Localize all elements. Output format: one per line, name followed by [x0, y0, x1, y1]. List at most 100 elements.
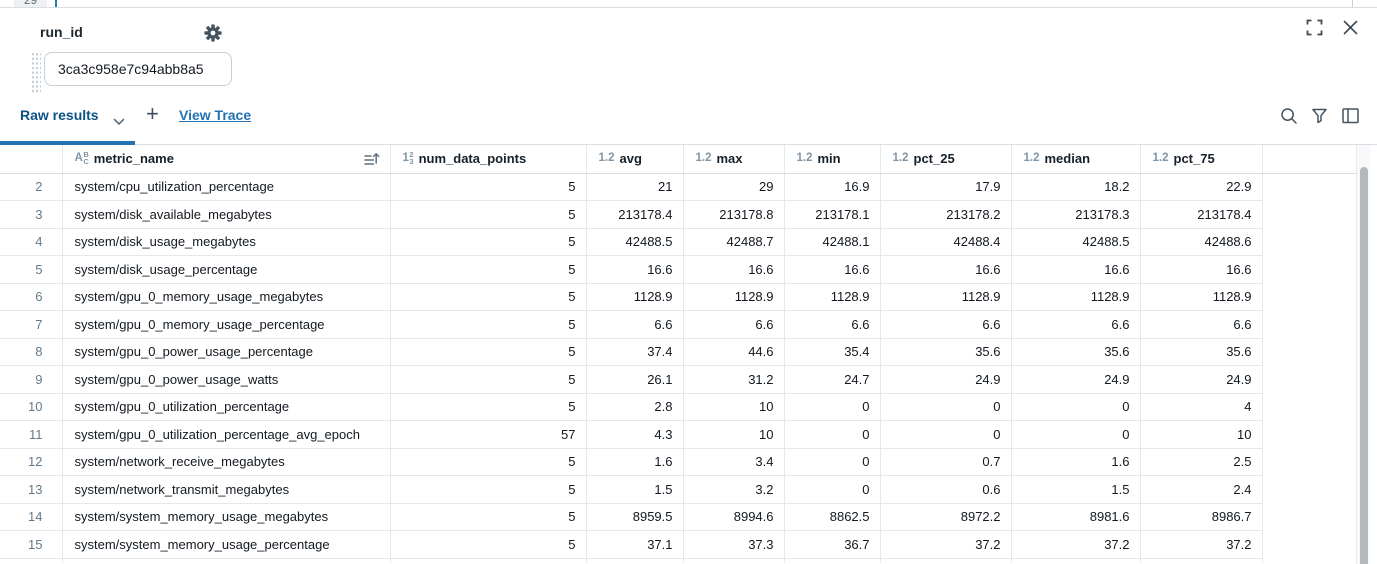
row-number-cell[interactable]: 4 [0, 228, 63, 256]
data-cell[interactable]: 0 [784, 393, 881, 421]
data-cell[interactable]: 1.6 [586, 448, 684, 476]
data-cell[interactable]: system/network_receive_megabytes [62, 448, 391, 476]
data-cell[interactable]: 6.6 [880, 310, 1012, 339]
data-cell[interactable]: 16.6 [1011, 255, 1141, 284]
data-cell[interactable]: 37.4 [586, 338, 684, 366]
data-cell[interactable]: 10 [683, 393, 785, 421]
data-cell[interactable]: 37.2 [1011, 530, 1141, 559]
data-cell[interactable]: 1128.9 [683, 283, 785, 311]
data-cell[interactable]: 8959.5 [586, 503, 684, 531]
data-cell[interactable]: 42488.5 [1011, 228, 1141, 256]
data-cell[interactable]: 5 [390, 283, 587, 311]
data-cell[interactable]: 0 [784, 420, 881, 449]
data-cell[interactable]: system/disk_usage_percentage [62, 255, 391, 284]
row-number-cell[interactable]: 7 [0, 310, 63, 339]
data-cell[interactable]: 0 [880, 420, 1012, 449]
gear-icon[interactable] [204, 24, 222, 42]
data-cell[interactable]: system/disk_usage_megabytes [62, 228, 391, 256]
column-header-pct_75[interactable]: 1.2 pct_75 [1140, 145, 1263, 174]
data-cell[interactable]: 6.6 [683, 310, 785, 339]
data-cell[interactable]: 2.5 [1140, 448, 1263, 476]
data-cell[interactable]: 1128.9 [1140, 283, 1263, 311]
data-cell[interactable]: 16.6 [1140, 255, 1263, 284]
data-cell[interactable]: 16.6 [586, 255, 684, 284]
search-icon[interactable] [1279, 106, 1299, 126]
data-cell[interactable]: 8972.2 [880, 503, 1012, 531]
row-number-cell[interactable]: 3 [0, 200, 63, 229]
data-cell[interactable]: system/disk_available_megabytes [62, 200, 391, 229]
data-cell[interactable]: 24.9 [1011, 365, 1141, 394]
row-number-cell[interactable]: 15 [0, 530, 63, 559]
data-cell[interactable]: 26.1 [586, 365, 684, 394]
data-cell[interactable]: 5 [390, 448, 587, 476]
data-cell[interactable]: 1.5 [586, 475, 684, 504]
data-cell[interactable]: 6.6 [1011, 310, 1141, 339]
data-cell[interactable]: 35.4 [784, 338, 881, 366]
data-cell[interactable]: system/gpu_0_utilization_percentage_avg_… [62, 420, 391, 449]
data-cell[interactable]: 8862.5 [784, 503, 881, 531]
data-cell[interactable]: 213178.8 [683, 200, 785, 229]
data-cell[interactable]: 8981.6 [1011, 503, 1141, 531]
row-number-cell[interactable]: 14 [0, 503, 63, 531]
data-cell[interactable]: 24.9 [880, 365, 1012, 394]
data-cell[interactable]: 42488.5 [586, 228, 684, 256]
data-cell[interactable]: 213178.2 [880, 200, 1012, 229]
data-cell[interactable]: 35.6 [880, 338, 1012, 366]
data-cell[interactable]: 16.6 [880, 255, 1012, 284]
data-cell[interactable]: 42488.1 [784, 228, 881, 256]
data-cell[interactable]: 10 [683, 420, 785, 449]
filter-icon[interactable] [1310, 106, 1330, 126]
data-cell[interactable]: 37.1 [586, 530, 684, 559]
data-cell[interactable]: 0 [880, 393, 1012, 421]
data-cell[interactable]: 0.6 [880, 475, 1012, 504]
column-header-avg[interactable]: 1.2 avg [586, 145, 684, 174]
data-cell[interactable]: 24.9 [1140, 365, 1263, 394]
data-cell[interactable]: 31.2 [683, 365, 785, 394]
data-cell[interactable]: 42488.4 [880, 228, 1012, 256]
data-cell[interactable]: system/gpu_0_utilization_percentage [62, 393, 391, 421]
data-cell[interactable]: 5 [390, 173, 587, 201]
data-cell[interactable]: system/system_memory_usage_percentage [62, 530, 391, 559]
data-cell[interactable]: 35.6 [1140, 338, 1263, 366]
data-cell[interactable]: 2.4 [1140, 475, 1263, 504]
close-icon[interactable] [1340, 18, 1360, 38]
data-cell[interactable]: 8994.6 [683, 503, 785, 531]
column-header-median[interactable]: 1.2 median [1011, 145, 1141, 174]
data-cell[interactable]: system/network_transmit_megabytes [62, 475, 391, 504]
row-number-cell[interactable]: 2 [0, 173, 63, 201]
data-cell[interactable]: 5 [390, 503, 587, 531]
columns-panel-icon[interactable] [1341, 106, 1361, 126]
data-cell[interactable]: 1128.9 [1011, 283, 1141, 311]
scrollbar-thumb[interactable] [1360, 167, 1368, 564]
data-cell[interactable]: 213178.4 [1140, 200, 1263, 229]
data-cell[interactable]: 213178.4 [586, 200, 684, 229]
data-cell[interactable]: 8986.7 [1140, 503, 1263, 531]
data-cell[interactable]: 18.2 [1011, 173, 1141, 201]
row-number-cell[interactable]: 13 [0, 475, 63, 504]
column-header-num_data_points[interactable]: 1 2 3 num_data_points [390, 145, 587, 174]
data-cell[interactable]: 24.7 [784, 365, 881, 394]
row-number-cell[interactable]: 6 [0, 283, 63, 311]
tab-raw-results[interactable]: Raw results [20, 107, 99, 123]
chevron-down-icon[interactable] [113, 113, 125, 131]
add-visualization-button[interactable]: + [146, 101, 159, 126]
data-cell[interactable]: 213178.1 [784, 200, 881, 229]
data-cell[interactable]: 5 [390, 228, 587, 256]
data-cell[interactable]: system/system_memory_usage_megabytes [62, 503, 391, 531]
vertical-scrollbar[interactable] [1356, 145, 1370, 564]
data-cell[interactable]: 42488.7 [683, 228, 785, 256]
data-cell[interactable]: 1.6 [1011, 448, 1141, 476]
data-cell[interactable]: system/gpu_0_memory_usage_megabytes [62, 283, 391, 311]
data-cell[interactable]: 6.6 [586, 310, 684, 339]
data-cell[interactable]: 0.7 [880, 448, 1012, 476]
data-cell[interactable]: 5 [390, 530, 587, 559]
column-header-pct_25[interactable]: 1.2 pct_25 [880, 145, 1012, 174]
data-cell[interactable]: 1.5 [1011, 475, 1141, 504]
data-cell[interactable]: 0 [784, 475, 881, 504]
data-cell[interactable]: 29 [683, 173, 785, 201]
data-cell[interactable]: 1128.9 [880, 283, 1012, 311]
row-number-cell[interactable]: 9 [0, 365, 63, 394]
view-trace-link[interactable]: View Trace [179, 107, 252, 123]
fullscreen-icon[interactable] [1304, 18, 1324, 38]
data-cell[interactable]: 5 [390, 393, 587, 421]
